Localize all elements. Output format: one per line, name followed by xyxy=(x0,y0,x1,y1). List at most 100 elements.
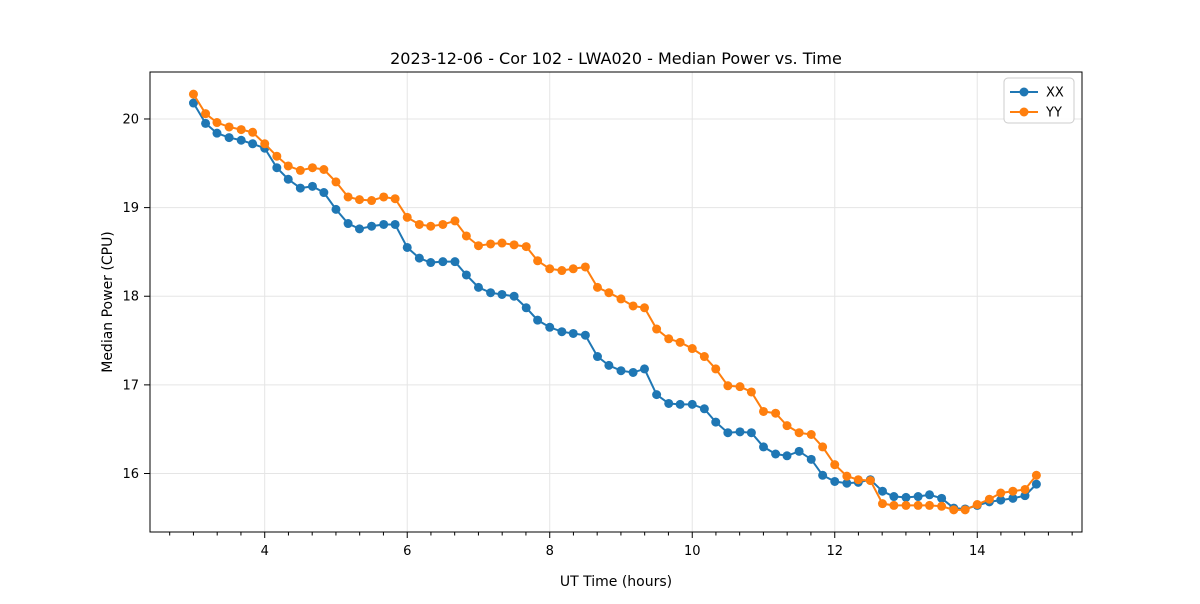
plot-area: 4 6 8 10 12 14 16 17 18 19 20 xyxy=(122,72,1082,559)
data-point-xx xyxy=(201,118,211,128)
data-point-yy xyxy=(402,212,412,222)
chart-title: 2023-12-06 - Cor 102 - LWA020 - Median P… xyxy=(390,49,842,68)
data-point-xx xyxy=(1008,493,1018,503)
data-point-yy xyxy=(367,196,377,206)
data-point-yy xyxy=(473,241,483,251)
data-point-yy xyxy=(746,387,756,397)
data-point-yy xyxy=(295,165,305,175)
data-point-yy xyxy=(379,192,389,202)
data-point-xx xyxy=(806,454,816,464)
y-tick-label: 19 xyxy=(122,201,139,216)
y-tick-label: 16 xyxy=(122,467,139,482)
data-point-yy xyxy=(972,500,982,510)
data-point-xx xyxy=(592,352,602,362)
data-point-yy xyxy=(390,194,400,204)
data-point-yy xyxy=(580,262,590,272)
data-point-xx xyxy=(652,390,662,400)
data-point-yy xyxy=(865,476,875,486)
data-point-yy xyxy=(283,161,293,171)
data-point-yy xyxy=(949,505,959,515)
data-point-yy xyxy=(699,352,709,362)
data-point-xx xyxy=(782,451,792,461)
data-point-yy xyxy=(450,216,460,226)
y-axis-label: Median Power (CPU) xyxy=(100,231,116,373)
data-point-xx xyxy=(925,490,935,500)
data-point-yy xyxy=(557,266,567,276)
data-point-xx xyxy=(604,360,614,370)
data-point-xx xyxy=(283,174,293,184)
data-point-xx xyxy=(640,364,650,374)
data-point-xx xyxy=(758,442,768,452)
legend-marker-xx xyxy=(1019,87,1029,97)
data-point-yy xyxy=(960,505,970,515)
legend-label-yy: YY xyxy=(1045,106,1062,121)
data-point-xx xyxy=(675,399,685,409)
data-point-xx xyxy=(533,315,543,325)
data-point-yy xyxy=(307,163,317,173)
data-point-xx xyxy=(461,270,471,280)
data-point-xx xyxy=(818,470,828,480)
data-point-xx xyxy=(628,367,638,377)
data-point-xx xyxy=(509,291,519,301)
data-point-yy xyxy=(830,460,840,470)
x-tick-label: 6 xyxy=(403,544,411,559)
data-point-xx xyxy=(248,139,258,149)
data-point-xx xyxy=(889,492,899,502)
data-point-yy xyxy=(996,488,1006,498)
data-point-yy xyxy=(533,256,543,266)
data-point-yy xyxy=(664,334,674,344)
data-point-yy xyxy=(640,303,650,313)
data-point-xx xyxy=(771,449,781,459)
data-point-yy xyxy=(354,195,364,205)
data-point-xx xyxy=(486,288,496,298)
data-point-yy xyxy=(913,500,923,510)
data-point-yy xyxy=(331,177,341,187)
data-point-yy xyxy=(806,430,816,440)
x-axis-label: UT Time (hours) xyxy=(560,574,672,590)
data-point-xx xyxy=(272,163,282,173)
data-point-yy xyxy=(343,192,353,202)
data-point-xx xyxy=(354,224,364,234)
data-point-xx xyxy=(450,257,460,267)
data-point-yy xyxy=(426,221,436,231)
data-point-xx xyxy=(236,135,246,145)
data-point-xx xyxy=(568,328,578,338)
data-point-xx xyxy=(557,327,567,337)
data-point-yy xyxy=(486,239,496,249)
data-point-yy xyxy=(723,381,733,391)
plot-border xyxy=(149,71,1083,533)
data-point-yy xyxy=(794,428,804,438)
data-point-yy xyxy=(592,282,602,292)
series-line-xx xyxy=(192,102,1038,510)
x-tick-label: 4 xyxy=(261,544,269,559)
data-point-xx xyxy=(723,428,733,438)
data-point-xx xyxy=(580,330,590,340)
data-point-yy xyxy=(628,301,638,311)
data-point-yy xyxy=(937,501,947,511)
data-point-xx xyxy=(188,98,198,108)
data-point-yy xyxy=(248,127,258,137)
data-point-yy xyxy=(461,231,471,241)
data-point-yy xyxy=(687,344,697,354)
data-point-yy xyxy=(877,499,887,509)
data-point-xx xyxy=(616,366,626,376)
data-point-xx xyxy=(746,428,756,438)
data-point-xx xyxy=(1031,479,1041,489)
x-tick-label: 12 xyxy=(826,544,843,559)
data-point-yy xyxy=(260,139,270,149)
data-point-yy xyxy=(842,471,852,481)
data-point-yy xyxy=(853,475,863,485)
data-point-yy xyxy=(272,151,282,161)
data-point-xx xyxy=(224,133,234,143)
y-tick-label: 17 xyxy=(122,378,139,393)
series-line-yy xyxy=(192,93,1038,511)
y-tick-label: 20 xyxy=(122,112,139,127)
data-point-yy xyxy=(509,240,519,250)
data-point-xx xyxy=(913,492,923,502)
data-point-xx xyxy=(307,181,317,191)
x-tick-label: 8 xyxy=(546,544,554,559)
data-point-yy xyxy=(782,421,792,431)
data-point-xx xyxy=(687,399,697,409)
